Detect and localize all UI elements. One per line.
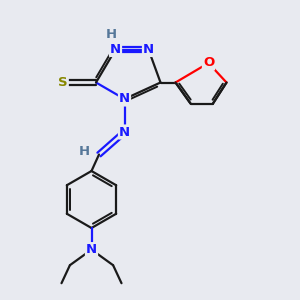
Text: H: H — [105, 28, 117, 41]
Text: N: N — [119, 92, 130, 106]
Text: N: N — [119, 125, 130, 139]
Text: O: O — [203, 56, 214, 70]
Text: H: H — [78, 145, 90, 158]
Text: N: N — [86, 243, 97, 256]
Text: N: N — [143, 43, 154, 56]
Text: N: N — [110, 43, 121, 56]
Text: S: S — [58, 76, 68, 89]
